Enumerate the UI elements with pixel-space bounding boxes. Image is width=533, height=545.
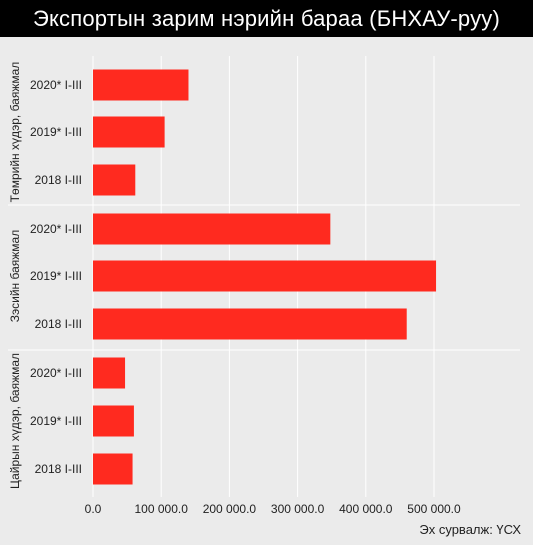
category-label: 2019* I-III bbox=[30, 414, 82, 428]
category-label: 2018 I-III bbox=[35, 317, 82, 331]
x-tick-label: 200 000.0 bbox=[203, 502, 257, 516]
category-label: 2019* I-III bbox=[30, 269, 82, 283]
category-label: 2018 I-III bbox=[35, 462, 82, 476]
x-tick-label: 500 000.0 bbox=[407, 502, 461, 516]
bar-chart: 0.0 100 000.0 200 000.0 300 000.0 400 000.0 5… bbox=[0, 37, 533, 522]
category-label: 2020* I-III bbox=[30, 222, 82, 236]
category-label: 2020* I-III bbox=[30, 366, 82, 380]
chart-title: Экспортын зарим нэрийн бараа (БНХАУ-руу) bbox=[0, 0, 533, 37]
bar bbox=[93, 213, 331, 245]
x-tick-label: 0.0 bbox=[85, 502, 102, 516]
bar bbox=[93, 260, 437, 292]
bar bbox=[93, 357, 126, 389]
group-label: Зэсийн баяжмал bbox=[8, 230, 22, 322]
bar bbox=[93, 69, 189, 101]
category-label: 2018 I-III bbox=[35, 173, 82, 187]
x-tick-label: 400 000.0 bbox=[339, 502, 393, 516]
category-label: 2020* I-III bbox=[30, 78, 82, 92]
group-label: Цайрын хүдэр, баяжмал bbox=[8, 353, 22, 489]
group-label: Төмрийн хүдэр, баяжмал bbox=[8, 62, 22, 203]
bar bbox=[93, 116, 165, 148]
x-tick-label: 300 000.0 bbox=[271, 502, 325, 516]
category-label: 2019* I-III bbox=[30, 125, 82, 139]
bar bbox=[93, 453, 133, 485]
bar bbox=[93, 164, 136, 196]
source-note: Эх сурвалж: ҮСХ bbox=[419, 522, 521, 537]
bar bbox=[93, 308, 407, 340]
bar bbox=[93, 405, 134, 437]
x-tick-label: 100 000.0 bbox=[135, 502, 189, 516]
